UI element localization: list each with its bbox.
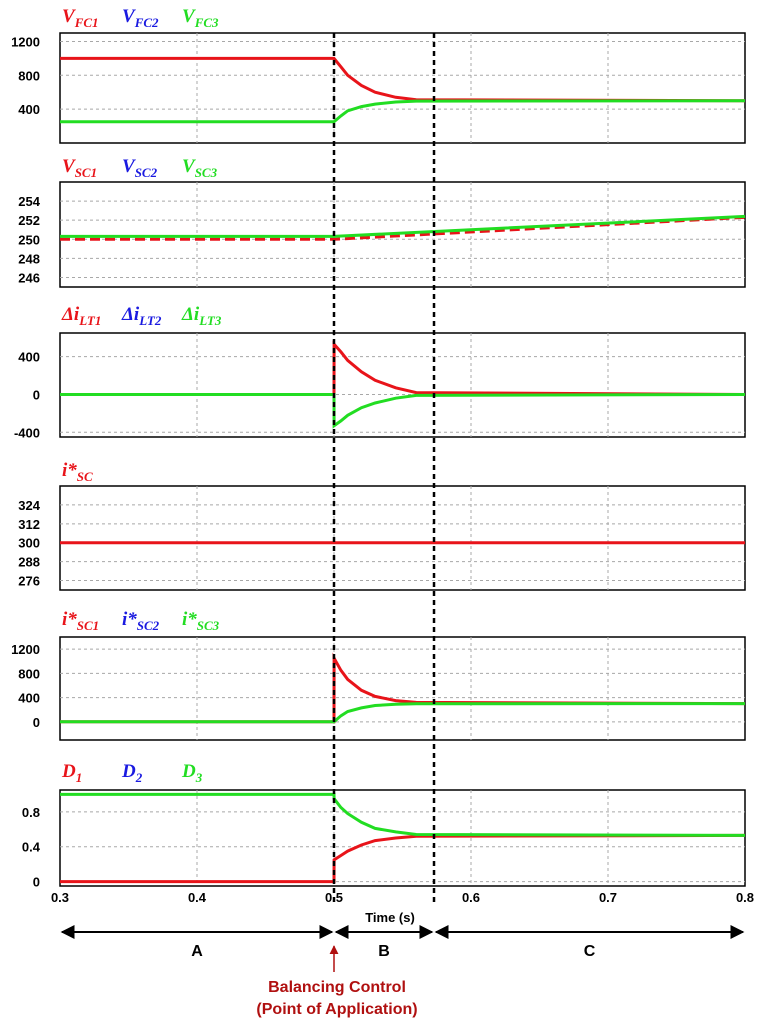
series-line-green [60, 214, 746, 238]
panel-1: 1200 800 400 VFC1 VFC2 VFC3 [11, 6, 746, 144]
x-tick-label: 0.4 [188, 890, 207, 905]
legend-entry: D1 [61, 761, 82, 785]
legend-entry: VSC1 [62, 156, 97, 180]
panel-frame [59, 181, 746, 288]
legend-entry: i*SC [62, 460, 93, 484]
legend-entry: VSC3 [182, 156, 218, 180]
region-label: A [191, 943, 203, 960]
legend-entry: ΔiLT3 [181, 304, 222, 328]
series-line-green [60, 393, 746, 429]
x-tick-label: 0.6 [462, 890, 480, 905]
y-tick-label: 250 [18, 232, 40, 247]
legend-entry: i*SC2 [122, 609, 160, 633]
series-line-green [60, 702, 746, 724]
y-tick-label: 0 [33, 387, 40, 402]
y-tick-label: 400 [18, 350, 40, 365]
x-tick-label: 0.8 [736, 890, 754, 905]
x-tick-label: 0.7 [599, 890, 617, 905]
series-line-green [60, 792, 746, 837]
x-tick-label: 0.5 [325, 890, 343, 905]
overlay-group [332, 33, 436, 903]
y-tick-label: 276 [18, 574, 40, 589]
panel-frame [59, 636, 746, 741]
panel-frame [59, 332, 746, 438]
x-axis-label: Time (s) [365, 910, 415, 925]
y-tick-label: 324 [18, 498, 40, 513]
legend-entry: D3 [181, 761, 203, 785]
y-tick-label: 252 [18, 213, 40, 228]
y-tick-label: 0 [33, 875, 40, 890]
panel-frame [59, 32, 746, 144]
series-line-red [60, 56, 746, 103]
panels-group: 1200 800 400 VFC1 VFC2 VFC3 254 252 250 248 246 VSC… [11, 6, 746, 890]
y-tick-label: 400 [18, 102, 40, 117]
bottom-group: 0.3 0.4 0.5 0.6 0.7 0.8 Time (s) A B C Balancing C… [51, 890, 754, 1018]
panel-frame [59, 485, 746, 591]
y-tick-label: 246 [18, 270, 40, 285]
y-tick-label: 1200 [11, 642, 40, 657]
legend-entry: i*SC1 [62, 609, 99, 633]
annotation-line-2: (Point of Application) [256, 1001, 417, 1018]
y-tick-label: 300 [18, 536, 40, 551]
y-tick-label: 0.8 [22, 805, 40, 820]
legend-entry: ΔiLT1 [61, 304, 101, 328]
y-tick-label: 0.4 [22, 840, 41, 855]
y-tick-label: 0 [33, 715, 40, 730]
panel-6: 0.8 0.4 0 D1 D2 D3 [22, 761, 746, 890]
legend-entry: VFC1 [62, 6, 99, 30]
y-tick-label: 400 [18, 691, 40, 706]
region-label: C [584, 943, 596, 960]
annotation-line-1: Balancing Control [268, 979, 406, 996]
legend-entry: VSC2 [122, 156, 158, 180]
y-tick-label: -400 [14, 425, 40, 440]
series-line-green [60, 99, 746, 124]
legend-entry: VFC3 [182, 6, 219, 30]
panel-2: 254 252 250 248 246 VSC1 VSC2 VSC3 [18, 156, 746, 288]
y-tick-label: 1200 [11, 34, 40, 49]
y-tick-label: 800 [18, 666, 40, 681]
series-line-red [60, 215, 746, 241]
x-tick-label: 0.3 [51, 890, 69, 905]
legend-entry: D2 [121, 761, 143, 785]
y-tick-label: 254 [18, 194, 40, 209]
y-tick-label: 248 [18, 251, 40, 266]
y-tick-label: 288 [18, 555, 40, 570]
y-tick-label: 800 [18, 68, 40, 83]
y-tick-label: 312 [18, 517, 40, 532]
legend-entry: i*SC3 [182, 609, 220, 633]
region-label: B [378, 943, 390, 960]
legend-entry: VFC2 [122, 6, 159, 30]
panel-4: 324 312 300 288 276 i*SC [18, 460, 746, 591]
panel-3: 400 0 -400 ΔiLT1 ΔiLT2 ΔiLT3 [14, 304, 746, 440]
legend-entry: ΔiLT2 [121, 304, 162, 328]
panel-5: 1200 800 400 0 i*SC1 i*SC2 i*SC3 [11, 609, 746, 741]
